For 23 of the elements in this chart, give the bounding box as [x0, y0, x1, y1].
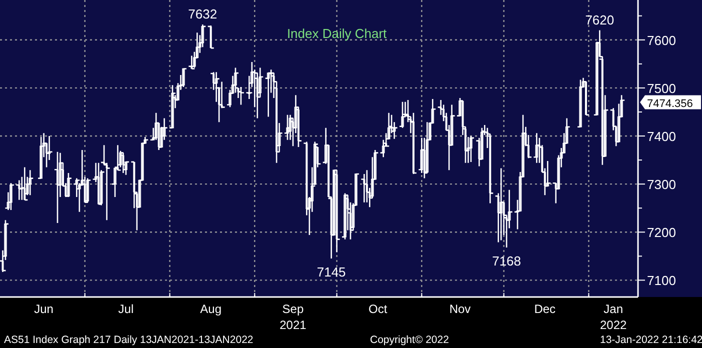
x-tick-label: Nov: [449, 302, 471, 316]
x-tick-label: Jan 2022: [600, 302, 628, 332]
annotation: 7632: [188, 6, 218, 22]
y-tick-label: 7200: [647, 225, 676, 240]
y-tick-label: 7300: [647, 177, 676, 192]
annotation: 7474.356: [647, 98, 693, 110]
text: 13-Jan-2022 21:16:42: [600, 334, 702, 346]
y-tick-label: 7100: [647, 273, 676, 288]
y-tick-label: 7500: [647, 80, 676, 96]
x-tick-label: Jun: [34, 302, 54, 316]
annotation: 7620: [585, 12, 614, 28]
text: AS51 Index Graph 217 Daily 13JAN2021-13JAN2022: [4, 334, 254, 346]
text: Copyright© 2022: [370, 334, 450, 346]
x-tick-label: Jul: [118, 302, 134, 316]
text: Index Daily Chart: [286, 26, 388, 41]
y-tick-label: 7600: [647, 32, 676, 48]
x-tick-label: Aug: [200, 302, 222, 316]
y-tick-label: 7400: [647, 129, 676, 144]
annotation: 7145: [316, 264, 346, 280]
x-tick-label: Oct: [368, 302, 388, 316]
x-tick-label: Sep 2021: [280, 302, 307, 332]
annotation: 7168: [492, 254, 522, 268]
x-tick-label: Dec: [534, 302, 556, 316]
